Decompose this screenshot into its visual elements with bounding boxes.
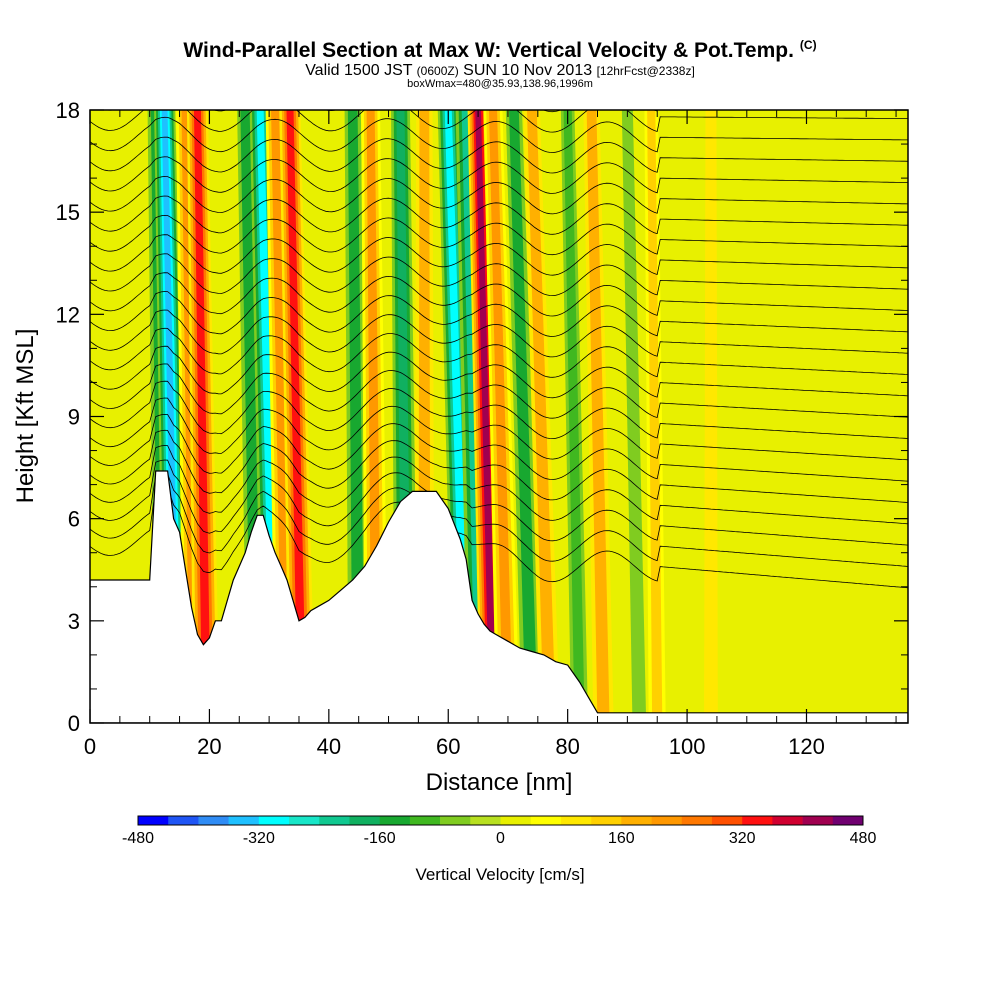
box-info: boxWmax=480@35.93,138.96,1996m [407, 78, 593, 90]
colorbar-swatch [168, 816, 199, 825]
colorbar-tick-label: -160 [364, 830, 396, 847]
x-tick-label: 0 [84, 734, 96, 759]
theta-contour [90, 214, 908, 256]
velocity-band [526, 110, 556, 723]
x-tick-label: 100 [669, 734, 706, 759]
theta-contour [90, 486, 908, 589]
y-tick-label: 12 [56, 302, 80, 327]
theta-contour [90, 459, 908, 546]
valid-date: SUN 10 Nov 2013 [463, 62, 593, 79]
theta-contour [90, 380, 908, 440]
chart-title: Wind-Parallel Section at Max W: Vertical… [0, 38, 1000, 63]
x-tick-label: 60 [436, 734, 460, 759]
colorbar-swatch [711, 816, 743, 825]
forecast-info: [12hrFcst@2338z] [596, 64, 695, 78]
velocity-band [347, 110, 365, 723]
colorbar: -480 -320 -160 0 160 320 480 [122, 815, 877, 847]
colorbar-swatch [138, 816, 169, 825]
colorbar-swatch [258, 816, 290, 825]
axes: 0 20 40 60 80 100 120 0 3 6 9 12 15 18 [56, 98, 908, 759]
y-tick-label: 9 [68, 405, 80, 430]
colorbar-swatch [349, 816, 380, 825]
colorbar-swatch [560, 816, 592, 825]
theta-contour [90, 345, 908, 399]
colorbar-swatch [651, 816, 683, 825]
copyright-mark: (C) [799, 38, 817, 52]
theta-contour [90, 156, 908, 194]
theta-contour [90, 397, 908, 461]
y-tick-label: 6 [68, 507, 80, 532]
colorbar-swatch [440, 816, 471, 825]
colorbar-tick-label: -320 [243, 830, 275, 847]
colorbar-swatch [379, 816, 411, 825]
x-tick-label: 120 [788, 734, 825, 759]
colorbar-swatch [409, 816, 441, 825]
theta-contour [90, 413, 908, 482]
colorbar-swatch [198, 816, 229, 825]
theta-contour [90, 234, 908, 276]
theta-contour [90, 473, 908, 567]
colorbar-swatch [832, 816, 864, 825]
theta-contour [90, 327, 908, 378]
velocity-band [704, 110, 718, 723]
velocity-band [621, 110, 647, 723]
colorbar-title: Vertical Velocity [cm/s] [415, 865, 584, 884]
y-tick-label: 3 [68, 609, 80, 634]
colorbar-swatch [228, 816, 260, 825]
colorbar-swatch [319, 816, 350, 825]
y-axis-label: Height [Kft MSL] [12, 329, 39, 504]
x-tick-label: 40 [317, 734, 341, 759]
chart-subtitle: Valid 1500 JST (0600Z) SUN 10 Nov 2013 [… [0, 62, 1000, 80]
theta-contour [90, 195, 908, 235]
x-axis-label: Distance [nm] [426, 769, 573, 796]
velocity-band [563, 110, 585, 723]
colorbar-swatch [591, 816, 622, 825]
velocity-band [475, 110, 497, 723]
theta-contour [90, 110, 908, 133]
colorbar-tick-label: 160 [608, 830, 635, 847]
y-tick-label: 15 [56, 200, 80, 225]
theta-contour [90, 429, 908, 503]
colorbar-swatch [621, 816, 652, 825]
potential-temperature-contours [90, 110, 908, 589]
theta-contour [90, 136, 908, 174]
velocity-band [586, 110, 610, 723]
colorbar-swatch [772, 816, 803, 825]
x-tick-label: 20 [197, 734, 221, 759]
colorbar-tick-label: 480 [850, 830, 877, 847]
theta-contour [90, 175, 908, 215]
theta-contour [90, 272, 908, 317]
colorbar-swatch [681, 816, 713, 825]
colorbar-tick-label: -480 [122, 830, 154, 847]
theta-contour [90, 291, 908, 337]
theta-contour [90, 116, 908, 154]
theta-contour [90, 253, 908, 297]
valid-time: Valid 1500 JST [305, 62, 413, 79]
colorbar-swatch [289, 816, 320, 825]
velocity-band [286, 110, 307, 723]
theta-contour [90, 363, 908, 419]
terrain-profile [90, 470, 908, 723]
theta-contour [104, 110, 658, 113]
valid-utc: (0600Z) [416, 64, 459, 78]
colorbar-swatch [802, 816, 834, 825]
colorbar-swatch [742, 816, 773, 825]
colorbar-swatch [500, 816, 532, 825]
terrain [90, 470, 908, 723]
colorbar-swatch [470, 816, 501, 825]
theta-contour [90, 309, 908, 358]
velocity-band [488, 110, 514, 723]
theta-contour [90, 445, 908, 525]
y-tick-label: 18 [56, 98, 80, 123]
x-tick-label: 80 [555, 734, 579, 759]
colorbar-tick-label: 0 [496, 830, 505, 847]
colorbar-swatch [530, 816, 562, 825]
chart-title-text: Wind-Parallel Section at Max W: Vertical… [183, 39, 794, 62]
y-tick-label: 0 [68, 711, 80, 736]
velocity-band [509, 110, 538, 723]
colorbar-tick-label: 320 [729, 830, 756, 847]
colorbar-frame [137, 815, 864, 826]
